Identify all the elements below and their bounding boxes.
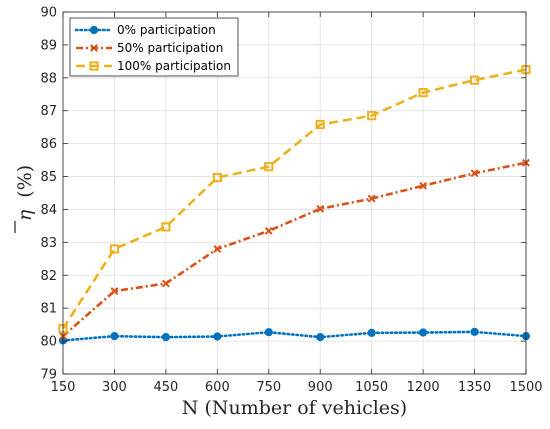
data-point-stroke (367, 194, 376, 203)
series-line (62, 161, 527, 338)
data-point (367, 194, 376, 203)
y-tick-label: 88 (40, 71, 57, 86)
x-tick-label: 1050 (355, 380, 388, 395)
y-tick-label: 79 (40, 368, 57, 383)
data-point-stroke (419, 181, 428, 190)
data-point (315, 119, 325, 130)
data-point (109, 244, 120, 254)
data-point-stroke (161, 279, 170, 288)
legend-label: 0% participation (117, 23, 216, 37)
x-tick-label: 150 (51, 380, 76, 395)
legend: 0% participation 50% participation 100% pa… (69, 17, 239, 77)
series-1 (59, 158, 530, 341)
legend-entry: 100% participation (76, 59, 231, 73)
data-point (264, 162, 274, 172)
plot-border (62, 11, 527, 375)
data-point (90, 44, 98, 52)
data-point (470, 169, 479, 178)
data-point (264, 226, 273, 235)
y-tick-label: 90 (40, 6, 57, 21)
data-point (469, 75, 480, 85)
data-point (89, 61, 99, 71)
series-line (61, 68, 527, 330)
data-point (212, 172, 222, 183)
legend-entry: 0% participation (74, 23, 216, 37)
data-point-stroke (110, 287, 119, 295)
data-point-stroke (470, 169, 479, 178)
data-point (213, 332, 222, 341)
data-point (470, 327, 479, 336)
data-point-stroke (90, 44, 98, 52)
data-point (110, 332, 119, 341)
x-tick-label: 450 (153, 380, 178, 395)
data-point (161, 279, 170, 288)
x-axis-title: N (Number of vehicles) (182, 397, 407, 419)
data-point (213, 245, 222, 253)
legend-label: 50% participation (117, 41, 223, 55)
series-2 (58, 64, 531, 334)
y-tick-label: 81 (40, 302, 57, 317)
y-tick-label: 85 (40, 170, 57, 185)
y-tick-label: 87 (40, 104, 57, 119)
data-point (316, 333, 325, 342)
y-axis-symbol: η (14, 209, 36, 221)
data-point (367, 328, 376, 337)
legend-entry: 50% participation (76, 41, 223, 55)
x-tick-label: 300 (102, 380, 127, 395)
data-point (418, 88, 428, 98)
data-point-stroke (213, 245, 222, 253)
data-point (419, 181, 428, 190)
series-layer (58, 64, 531, 345)
x-tick-label: 1500 (509, 380, 542, 395)
series-0 (58, 327, 531, 345)
y-tick-label: 84 (40, 203, 57, 218)
legend-label: 100% participation (117, 59, 231, 73)
data-point (89, 25, 99, 35)
data-point-stroke (316, 204, 325, 213)
svg-text:η (%): η (%) (14, 165, 36, 221)
x-tick-labels: 150 300 450 600 750 900 1050 1200 1350 1500 (51, 380, 543, 395)
x-tick-label: 1350 (458, 380, 491, 395)
data-point (419, 328, 428, 337)
x-tick-label: 600 (205, 380, 230, 395)
data-point (110, 287, 119, 295)
y-tick-label: 83 (40, 236, 57, 251)
x-tick-label: 750 (256, 380, 281, 395)
data-point (161, 222, 171, 232)
y-axis-unit: (%) (14, 165, 36, 198)
data-point (367, 111, 377, 121)
y-tick-label: 80 (40, 335, 57, 350)
y-tick-label: 82 (40, 269, 57, 284)
y-tick-labels: 79 80 81 82 83 84 85 86 87 88 89 90 (40, 6, 57, 383)
data-point (316, 204, 325, 213)
ticks (62, 11, 527, 375)
series-line (61, 330, 528, 342)
data-point-stroke (264, 226, 273, 235)
data-point (161, 333, 170, 342)
x-tick-label: 900 (308, 380, 333, 395)
y-tick-label: 86 (40, 137, 57, 152)
x-tick-label: 1200 (407, 380, 440, 395)
y-tick-label: 89 (40, 38, 57, 53)
y-axis-title: η (%) (14, 165, 36, 233)
data-point (264, 328, 273, 337)
